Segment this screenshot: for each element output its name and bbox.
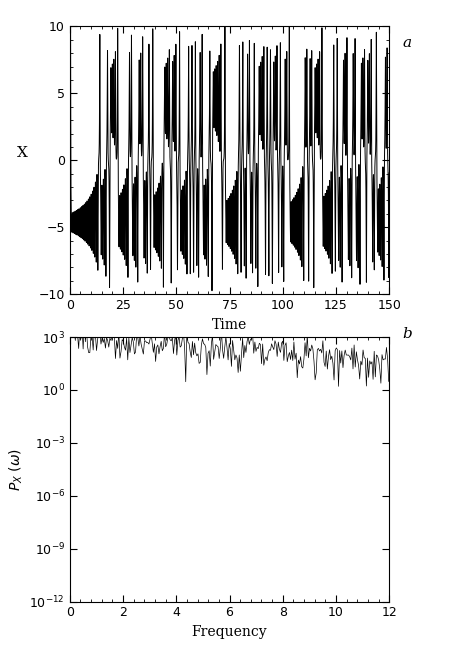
- Text: a: a: [403, 36, 412, 50]
- X-axis label: Time: Time: [212, 317, 247, 332]
- Text: b: b: [403, 327, 413, 341]
- X-axis label: Frequency: Frequency: [192, 625, 267, 639]
- Y-axis label: X: X: [16, 146, 27, 160]
- Y-axis label: $P_X\ (\omega)$: $P_X\ (\omega)$: [8, 447, 25, 491]
